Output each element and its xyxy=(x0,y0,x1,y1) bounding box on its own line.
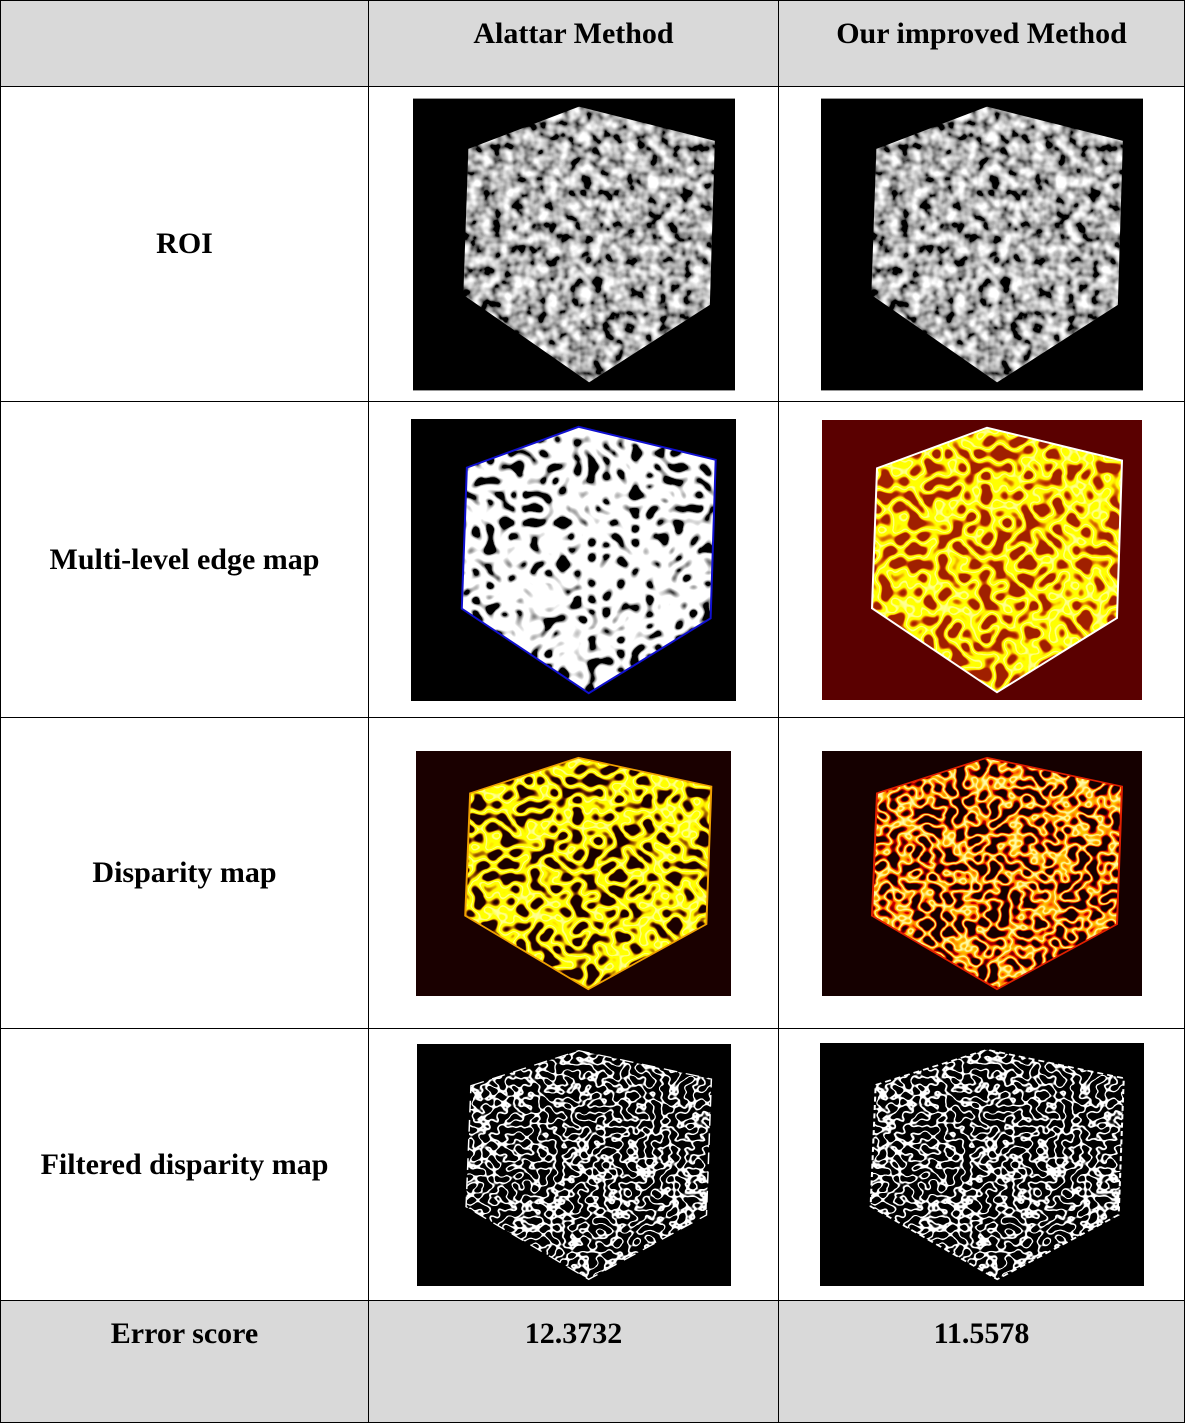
image-cell xyxy=(779,402,1185,718)
disparity-image xyxy=(822,751,1142,996)
row-label: Filtered disparity map xyxy=(1,1029,369,1301)
row-label: ROI xyxy=(1,87,369,402)
image-cell xyxy=(779,718,1185,1029)
filtered-image xyxy=(820,1043,1144,1286)
header-row: Alattar Method Our improved Method xyxy=(1,1,1185,87)
row-label: Disparity map xyxy=(1,718,369,1029)
row: ROI xyxy=(1,87,1185,402)
error-value: 11.5578 xyxy=(779,1301,1185,1423)
row: Disparity map xyxy=(1,718,1185,1029)
image-cell xyxy=(369,718,779,1029)
filtered-image xyxy=(417,1044,731,1286)
row-label: Multi-level edge map xyxy=(1,402,369,718)
image-cell xyxy=(369,1029,779,1301)
error-row: Error score 12.3732 11.5578 xyxy=(1,1301,1185,1423)
image-cell xyxy=(779,87,1185,402)
header-cell: Alattar Method xyxy=(369,1,779,87)
image-cell xyxy=(369,87,779,402)
edge-map-image xyxy=(822,420,1142,700)
row: Multi-level edge map xyxy=(1,402,1185,718)
header-cell xyxy=(1,1,369,87)
roi-image xyxy=(413,97,735,392)
roi-image xyxy=(821,97,1143,392)
disparity-image xyxy=(416,751,731,996)
image-cell xyxy=(369,402,779,718)
comparison-table: Alattar Method Our improved Method ROI M… xyxy=(0,0,1185,1423)
error-value: 12.3732 xyxy=(369,1301,779,1423)
row: Filtered disparity map xyxy=(1,1029,1185,1301)
image-cell xyxy=(779,1029,1185,1301)
edge-map-image xyxy=(411,419,736,701)
row-label: Error score xyxy=(1,1301,369,1423)
page: Alattar Method Our improved Method ROI M… xyxy=(0,0,1185,1425)
header-cell: Our improved Method xyxy=(779,1,1185,87)
